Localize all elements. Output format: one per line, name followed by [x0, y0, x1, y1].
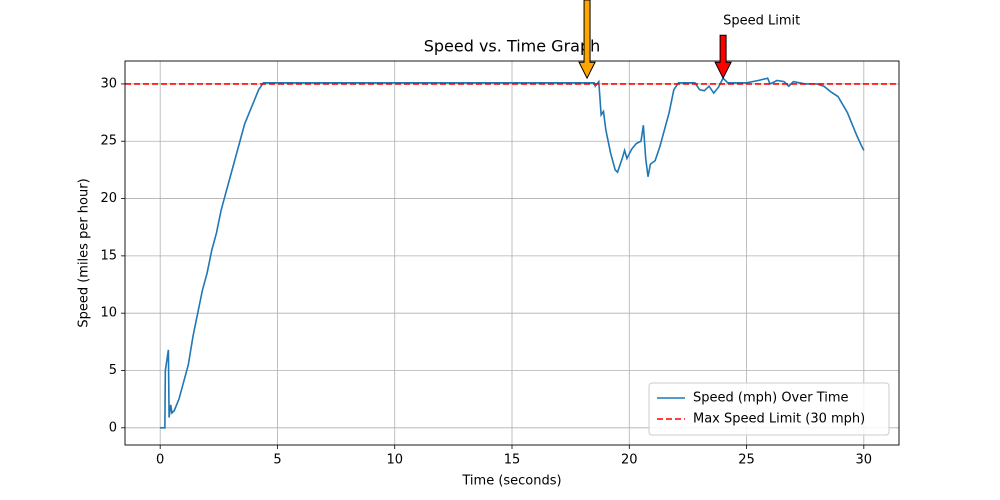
- legend: Speed (mph) Over Time Max Speed Limit (30…: [648, 382, 890, 436]
- x-tick-label: 20: [621, 453, 638, 468]
- chart-title: Speed vs. Time Graph: [424, 37, 601, 56]
- x-axis-label: Time (seconds): [461, 474, 561, 489]
- x-tick-label: 30: [856, 453, 873, 468]
- y-tick-label: 20: [100, 191, 117, 206]
- x-tick-label: 10: [386, 453, 403, 468]
- x-tick-label: 25: [738, 453, 755, 468]
- x-tick-label: 5: [273, 453, 281, 468]
- y-axis-label: Speed (miles per hour): [77, 178, 92, 327]
- y-tick-label: 30: [100, 76, 117, 91]
- line-series: [160, 76, 865, 429]
- annotation-arrow: [578, 0, 596, 80]
- annotation-arrow: [714, 34, 732, 80]
- y-tick-label: 15: [100, 248, 117, 263]
- legend-box: [648, 382, 890, 436]
- x-tick-label: 15: [504, 453, 521, 468]
- legend-label: Speed (mph) Over Time: [693, 391, 849, 406]
- y-tick-label: 25: [100, 134, 117, 149]
- plot-frame: [124, 60, 900, 446]
- annotation-text: Speed Limit: [723, 14, 800, 29]
- x-tick-label: 0: [156, 453, 164, 468]
- y-tick-label: 5: [109, 363, 117, 378]
- y-tick-label: 0: [109, 420, 117, 435]
- legend-label: Max Speed Limit (30 mph): [693, 412, 865, 427]
- y-tick-label: 10: [100, 306, 117, 321]
